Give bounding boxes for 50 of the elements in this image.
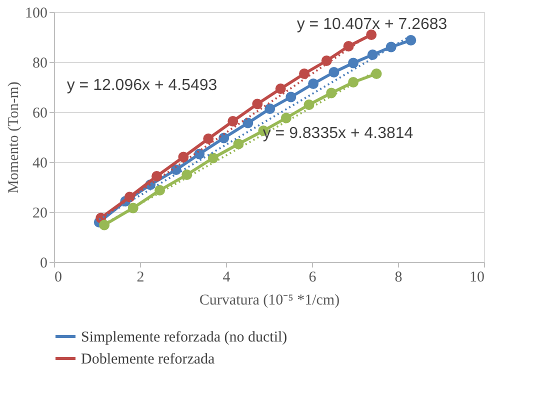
x-tick-label: 6: [308, 270, 317, 286]
point: [321, 56, 332, 66]
point: [386, 42, 396, 52]
point: [343, 41, 354, 52]
point: [178, 152, 189, 162]
point: [299, 68, 310, 79]
y-tick-label: 20: [32, 206, 48, 222]
x-axis-title: Curvatura (10⁻⁵ *1/cm): [199, 292, 340, 308]
point: [264, 104, 276, 114]
x-tick-label: 0: [54, 270, 62, 286]
y-tick-label: 60: [32, 106, 48, 122]
y-tick-label: 40: [32, 156, 48, 172]
x-tick-label: 10: [470, 270, 484, 286]
point: [242, 118, 254, 128]
annotation: y = 10.407x + 7.2683: [296, 16, 448, 33]
point: [233, 138, 244, 150]
point: [348, 77, 359, 88]
point: [228, 116, 238, 126]
point: [348, 58, 359, 68]
point: [367, 50, 378, 60]
point: [154, 185, 166, 196]
y-tick-label: 0: [40, 256, 48, 272]
x-tick-label: 8: [394, 270, 402, 286]
y-tick-label: 80: [32, 56, 48, 72]
point: [194, 148, 205, 160]
point: [208, 152, 218, 164]
x-tick-label: 4: [222, 270, 231, 286]
point: [218, 132, 230, 144]
point: [182, 170, 192, 180]
point: [252, 98, 263, 110]
y-tick-label: 100: [25, 6, 48, 22]
x-tick-label: 2: [136, 270, 144, 286]
point: [304, 100, 314, 110]
point: [406, 35, 416, 46]
legend-label: Doblemente reforzada: [81, 352, 216, 368]
point: [286, 92, 296, 102]
point: [366, 30, 377, 40]
point: [371, 68, 382, 79]
point: [275, 84, 286, 94]
legend-label: Simplemente reforzada (no ductil): [81, 330, 288, 346]
point: [280, 112, 292, 124]
point: [308, 78, 319, 89]
point: [152, 171, 162, 182]
point: [128, 202, 138, 214]
point: [99, 220, 110, 230]
y-axis-title: Momento (Ton-m): [6, 82, 22, 194]
point: [326, 88, 337, 98]
point: [203, 134, 214, 144]
point: [328, 67, 340, 78]
annotation: y = 12.096x + 4.5493: [66, 77, 218, 94]
